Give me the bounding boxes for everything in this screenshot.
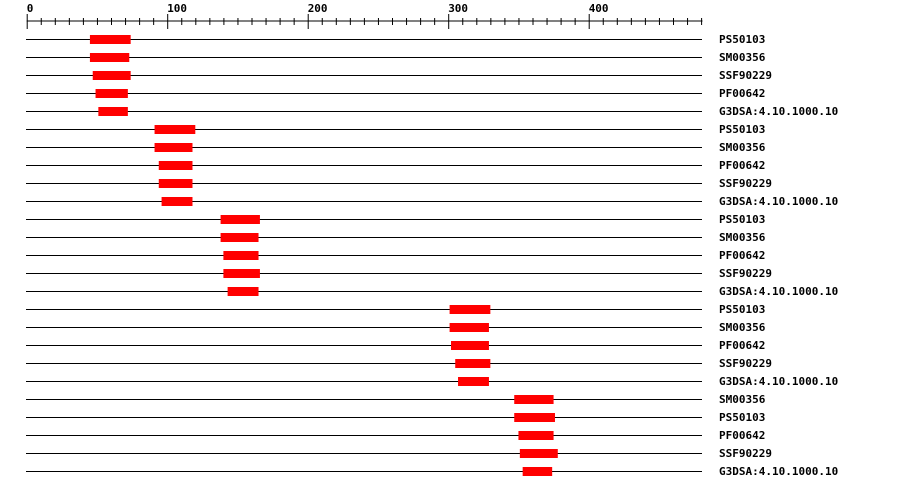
domain-bar bbox=[98, 107, 128, 116]
domain-bar bbox=[449, 305, 491, 314]
domain-label: PS50103 bbox=[719, 213, 765, 226]
domain-bar bbox=[158, 179, 193, 188]
domain-bar bbox=[89, 53, 130, 62]
domain-bar bbox=[449, 323, 489, 332]
domain-label: PS50103 bbox=[719, 33, 765, 46]
domain-label: SSF90229 bbox=[719, 357, 772, 370]
domain-bar bbox=[89, 35, 131, 44]
domain-label: PF00642 bbox=[719, 159, 765, 172]
domain-label: PS50103 bbox=[719, 123, 765, 136]
domain-bar bbox=[451, 341, 489, 350]
domain-bar bbox=[223, 269, 260, 278]
domain-bar bbox=[455, 359, 491, 368]
tick-label: 100 bbox=[167, 2, 187, 15]
tick-label: 200 bbox=[308, 2, 328, 15]
domain-bar bbox=[220, 233, 259, 242]
tick-label: 0 bbox=[27, 2, 34, 15]
domain-label: SM00356 bbox=[719, 51, 766, 64]
domain-label: PF00642 bbox=[719, 339, 765, 352]
tick-label: 400 bbox=[589, 2, 609, 15]
domain-label: G3DSA:4.10.1000.10 bbox=[719, 285, 838, 298]
domain-label: SSF90229 bbox=[719, 69, 772, 82]
domain-bar bbox=[514, 413, 555, 422]
domain-label: SSF90229 bbox=[719, 267, 772, 280]
domain-label: G3DSA:4.10.1000.10 bbox=[719, 465, 838, 478]
tick-label: 300 bbox=[448, 2, 468, 15]
domain-label: PF00642 bbox=[719, 249, 765, 262]
domain-bar bbox=[161, 197, 193, 206]
domain-bar bbox=[154, 143, 193, 152]
domain-label: G3DSA:4.10.1000.10 bbox=[719, 375, 838, 388]
domain-label: SM00356 bbox=[719, 321, 766, 334]
domain-label: SM00356 bbox=[719, 393, 766, 406]
domain-bar bbox=[519, 449, 558, 458]
domain-label: G3DSA:4.10.1000.10 bbox=[719, 105, 838, 118]
domain-label: SSF90229 bbox=[719, 447, 772, 460]
domain-bar bbox=[458, 377, 489, 386]
domain-label: SM00356 bbox=[719, 231, 766, 244]
domain-label: PS50103 bbox=[719, 411, 765, 424]
domain-label: G3DSA:4.10.1000.10 bbox=[719, 195, 838, 208]
domain-bar bbox=[514, 395, 554, 404]
domain-label: PF00642 bbox=[719, 87, 765, 100]
domain-label: PF00642 bbox=[719, 429, 765, 442]
domain-bar bbox=[154, 125, 196, 134]
domain-bar bbox=[95, 89, 128, 98]
domain-bar bbox=[223, 251, 259, 260]
domain-bar bbox=[220, 215, 260, 224]
domain-bar bbox=[227, 287, 259, 296]
domain-bar bbox=[92, 71, 131, 80]
domain-label: SM00356 bbox=[719, 141, 766, 154]
domain-bar bbox=[158, 161, 193, 170]
domain-label: SSF90229 bbox=[719, 177, 772, 190]
domain-bar bbox=[518, 431, 554, 440]
domain-label: PS50103 bbox=[719, 303, 765, 316]
domain-bar bbox=[522, 467, 553, 476]
